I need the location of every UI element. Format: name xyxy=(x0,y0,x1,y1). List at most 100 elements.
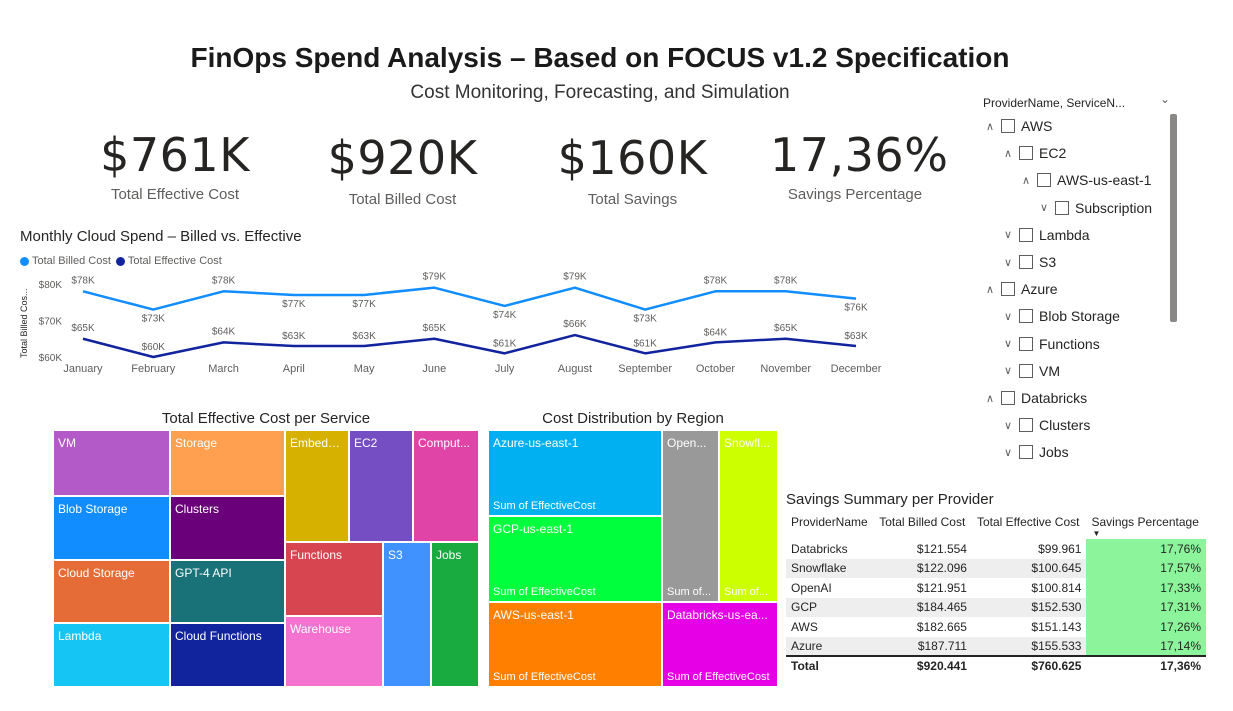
checkbox[interactable] xyxy=(1019,336,1033,351)
slicer-item[interactable]: ∨ Jobs xyxy=(999,444,1069,460)
data-label: $77K xyxy=(352,299,376,310)
treemap-tile[interactable]: Jobs xyxy=(432,543,478,686)
monthly-spend-line-chart[interactable]: Total Billed Cos... $60K $70K $80K January Fe… xyxy=(16,272,896,382)
slicer-item[interactable]: ∨ Functions xyxy=(999,336,1100,352)
x-tick-label: January xyxy=(63,363,103,375)
column-header-effective[interactable]: Total Effective Cost xyxy=(976,515,1080,529)
treemap-tile[interactable]: Embedd... xyxy=(286,431,348,541)
treemap-tile[interactable]: Functions xyxy=(286,543,382,615)
treemap-tile[interactable]: Azure-us-east-1 Sum of EffectiveCost xyxy=(489,431,661,515)
slicer-item[interactable]: ∨ S3 xyxy=(999,254,1056,270)
table-row[interactable]: OpenAI $121.951 $100.814 17,33% xyxy=(786,578,1206,598)
kpi-savings-percentage[interactable]: 17,36% Savings Percentage xyxy=(770,130,948,203)
checkbox[interactable] xyxy=(1019,445,1033,460)
slicer-item[interactable]: ∧ Azure xyxy=(981,281,1058,297)
kpi-total-billed-cost[interactable]: $920K Total Billed Cost xyxy=(325,133,480,208)
treemap-tile[interactable]: Cloud Functions xyxy=(171,624,284,686)
table-cell: $121.951 xyxy=(916,580,967,595)
slicer-item[interactable]: ∨ VM xyxy=(999,363,1060,379)
chevron-down-icon[interactable]: ∨ xyxy=(1003,419,1013,432)
slicer-item-label: Azure xyxy=(1021,281,1058,298)
column-header-billed[interactable]: Total Billed Cost xyxy=(879,515,966,529)
treemap-tile[interactable]: S3 xyxy=(384,543,430,686)
checkbox[interactable] xyxy=(1001,119,1015,133)
slicer-header: ProviderName, ServiceN... xyxy=(983,96,1126,110)
chevron-down-icon[interactable]: ∨ xyxy=(1003,446,1013,459)
column-header-savings-pct[interactable]: Savings Percentage ▼ xyxy=(1086,512,1206,539)
region-treemap[interactable]: Azure-us-east-1 Sum of EffectiveCost Open.… xyxy=(489,431,777,686)
chevron-up-icon[interactable]: ∧ xyxy=(985,392,995,405)
table-cell: $122.096 xyxy=(874,558,972,578)
table-cell: $182.665 xyxy=(916,619,967,634)
treemap-tile[interactable]: Snowfl... Sum of... xyxy=(720,431,777,601)
service-treemap[interactable]: VM Storage Embedd... EC2 Comput... Blob Stora… xyxy=(54,431,478,686)
checkbox[interactable] xyxy=(1001,282,1015,297)
table-row[interactable]: Snowflake $122.096 $100.645 17,57% xyxy=(786,558,1206,578)
tile-label: Open... xyxy=(667,436,707,450)
chevron-down-icon[interactable]: ∨ xyxy=(1003,365,1013,378)
chevron-down-icon[interactable]: ∨ xyxy=(1003,256,1013,269)
kpi-total-effective-cost[interactable]: $761K Total Effective Cost xyxy=(100,130,250,203)
treemap-tile[interactable]: GPT-4 API xyxy=(171,561,284,622)
chevron-down-icon[interactable]: ∨ xyxy=(1003,310,1013,323)
treemap-tile[interactable]: Clusters xyxy=(171,497,284,559)
slicer-item[interactable]: ∧ AWS-us-east-1 xyxy=(1017,172,1151,188)
column-header-provider[interactable]: ProviderName xyxy=(791,515,868,529)
treemap-tile[interactable]: Warehouse xyxy=(286,617,382,686)
chevron-up-icon[interactable]: ∧ xyxy=(985,283,995,296)
checkbox[interactable] xyxy=(1019,309,1033,324)
checkbox[interactable] xyxy=(1055,200,1069,215)
slicer-item[interactable]: ∨ Lambda xyxy=(999,227,1090,243)
treemap-tile[interactable]: GCP-us-east-1 Sum of EffectiveCost xyxy=(489,517,661,601)
checkbox[interactable] xyxy=(1019,363,1033,378)
legend-item-effective[interactable]: Total Effective Cost xyxy=(115,255,222,267)
chevron-down-icon[interactable]: ∨ xyxy=(1039,202,1049,215)
treemap-tile[interactable]: Blob Storage xyxy=(54,497,169,559)
slicer-item[interactable]: ∨ Blob Storage xyxy=(999,308,1120,324)
table-cell: $151.143 xyxy=(1031,619,1082,634)
checkbox[interactable] xyxy=(1019,146,1033,161)
x-tick-label: October xyxy=(696,363,735,375)
slicer-item[interactable]: ∧ Databricks xyxy=(981,390,1087,406)
treemap-tile[interactable]: Open... Sum of... xyxy=(663,431,718,601)
chevron-up-icon[interactable]: ∧ xyxy=(1003,147,1013,160)
checkbox[interactable] xyxy=(1019,255,1033,269)
provider-service-slicer: ProviderName, ServiceN... ⌄ ∧ AWS ∧ EC2 ∧ AWS… xyxy=(975,92,1185,482)
table-row[interactable]: AWS $182.665 $151.143 17,26% xyxy=(786,617,1206,637)
treemap-tile[interactable]: Storage xyxy=(171,431,284,495)
table-row[interactable]: Databricks $121.554 $99.961 17,76% xyxy=(786,539,1206,559)
treemap-tile[interactable]: AWS-us-east-1 Sum of EffectiveCost xyxy=(489,603,661,686)
total-cell: Total xyxy=(786,655,875,676)
table-row[interactable]: GCP $184.465 $152.530 17,31% xyxy=(786,597,1206,617)
table-cell: Azure xyxy=(786,636,875,656)
checkbox[interactable] xyxy=(1019,418,1033,433)
treemap-tile[interactable]: Cloud Storage xyxy=(54,561,169,622)
checkbox[interactable] xyxy=(1037,173,1051,188)
checkbox[interactable] xyxy=(1019,227,1033,242)
chevron-down-icon[interactable]: ⌄ xyxy=(1160,92,1171,106)
data-label: $79K xyxy=(423,272,447,283)
table-row[interactable]: Azure $187.711 $155.533 17,14% xyxy=(786,636,1206,656)
table-total-row: Total $920.441 $760.625 17,36% xyxy=(786,655,1206,676)
table-cell: $187.711 xyxy=(874,636,972,656)
chevron-up-icon[interactable]: ∧ xyxy=(985,120,995,133)
slicer-item[interactable]: ∨ Clusters xyxy=(999,417,1090,433)
slicer-item[interactable]: ∧ AWS xyxy=(981,118,1052,134)
chevron-down-icon[interactable]: ∨ xyxy=(1003,338,1013,351)
checkbox[interactable] xyxy=(1001,391,1015,405)
slicer-item-label: Subscription xyxy=(1075,199,1153,216)
tile-label: S3 xyxy=(388,548,403,562)
kpi-total-savings[interactable]: $160K Total Savings xyxy=(555,133,710,208)
slicer-item[interactable]: ∧ EC2 xyxy=(999,145,1066,161)
treemap-tile[interactable]: VM xyxy=(54,431,169,495)
chevron-down-icon[interactable]: ∨ xyxy=(1003,229,1013,242)
x-tick-label: December xyxy=(831,363,882,375)
treemap-tile[interactable]: EC2 xyxy=(350,431,412,541)
treemap-tile[interactable]: Databricks-us-ea... Sum of EffectiveCost xyxy=(663,603,777,686)
legend-item-billed[interactable]: Total Billed Cost xyxy=(20,255,111,267)
chevron-up-icon[interactable]: ∧ xyxy=(1021,174,1031,187)
slicer-item[interactable]: ∨ Subscription xyxy=(1035,200,1152,216)
slicer-scrollbar[interactable] xyxy=(1170,114,1177,322)
treemap-tile[interactable]: Comput... xyxy=(414,431,478,541)
treemap-tile[interactable]: Lambda xyxy=(54,624,169,686)
